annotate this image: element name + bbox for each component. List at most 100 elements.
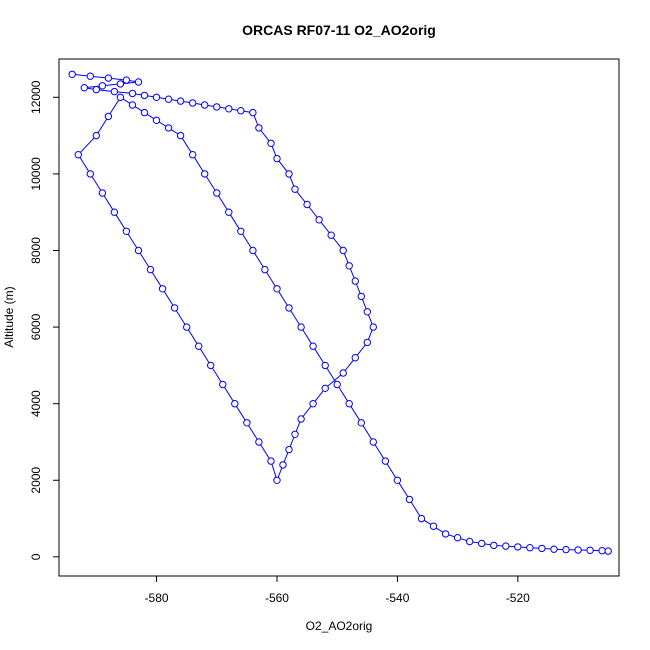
data-point — [225, 105, 233, 113]
data-point — [357, 292, 365, 301]
y-axis: 0 2000 4000 6000 8000 10000 12000 — [29, 80, 60, 560]
data-point — [586, 546, 594, 554]
y-tick-label: 12000 — [29, 80, 43, 114]
data-point — [231, 400, 239, 408]
y-tick-label: 8000 — [29, 237, 43, 264]
data-point — [237, 227, 245, 236]
data-point — [86, 72, 95, 80]
x-axis-label: O2_AO2orig — [306, 619, 373, 633]
data-point — [273, 154, 281, 163]
data-point — [243, 419, 251, 427]
data-point — [273, 476, 281, 484]
data-point — [345, 262, 353, 270]
data-point — [255, 124, 263, 132]
data-point — [249, 246, 257, 255]
data-point — [321, 384, 329, 392]
data-point — [267, 457, 275, 465]
data-point — [68, 70, 76, 79]
data-point — [598, 547, 606, 555]
data-point — [134, 78, 143, 86]
data-point — [128, 101, 137, 109]
x-tick-label: -520 — [506, 591, 530, 605]
data-point — [164, 95, 173, 103]
series-line — [72, 73, 609, 552]
data-point — [176, 131, 185, 140]
data-point — [128, 89, 137, 98]
data-point — [219, 380, 227, 389]
data-point — [225, 208, 233, 216]
data-point — [158, 285, 167, 293]
y-tick-label: 4000 — [29, 390, 43, 417]
data-point — [140, 91, 149, 100]
data-point — [285, 445, 293, 454]
data-point — [146, 265, 155, 274]
data-point — [92, 85, 101, 94]
data-point — [279, 461, 287, 469]
data-point — [98, 189, 107, 197]
data-point — [122, 227, 131, 236]
data-point — [309, 342, 317, 350]
data-point — [80, 84, 89, 92]
data-point — [273, 285, 281, 293]
data-point — [134, 246, 143, 255]
data-point — [405, 495, 414, 504]
data-point — [110, 87, 119, 96]
data-point — [453, 534, 462, 542]
data-point — [189, 99, 197, 107]
data-point — [297, 323, 305, 331]
data-point — [309, 400, 317, 408]
data-point — [201, 170, 209, 178]
data-point — [164, 124, 173, 132]
chart-title: ORCAS RF07-11 O2_AO2orig — [242, 22, 436, 38]
data-point — [176, 97, 185, 105]
data-point — [213, 189, 221, 197]
data-point — [104, 74, 113, 82]
data-point — [189, 151, 197, 159]
y-tick-label: 2000 — [29, 467, 43, 494]
data-point — [478, 539, 486, 548]
x-tick-label: -580 — [145, 591, 169, 605]
data-point — [291, 430, 299, 438]
data-point — [429, 522, 438, 530]
data-point — [351, 354, 359, 362]
data-point — [351, 277, 359, 285]
data-point — [441, 530, 450, 538]
data-point — [369, 438, 377, 446]
data-point — [152, 93, 161, 102]
data-point — [339, 369, 347, 377]
data-point — [86, 170, 95, 178]
data-point — [538, 544, 546, 553]
data-point — [285, 304, 293, 312]
data-point — [122, 76, 131, 84]
data-point — [285, 170, 293, 178]
data-point — [562, 545, 570, 554]
x-tick-label: -540 — [385, 591, 409, 605]
data-point — [604, 547, 612, 555]
data-point — [363, 308, 371, 316]
data-point — [363, 338, 371, 347]
data-point — [195, 342, 203, 350]
data-point — [140, 108, 149, 117]
y-tick-label: 10000 — [29, 157, 43, 191]
data-point — [255, 438, 263, 446]
y-tick-label: 0 — [29, 553, 43, 560]
data-point — [297, 415, 305, 423]
data-point — [327, 231, 335, 239]
data-point — [417, 514, 426, 523]
data-point — [339, 246, 347, 255]
data-point — [261, 265, 269, 274]
data-point — [207, 361, 215, 370]
data-point — [333, 380, 341, 389]
data-point — [116, 80, 125, 88]
data-point — [92, 131, 101, 140]
series-layer — [68, 70, 612, 555]
data-point — [303, 200, 311, 209]
data-point — [490, 541, 498, 550]
data-point — [267, 139, 275, 148]
data-point — [213, 103, 221, 111]
y-tick-label: 6000 — [29, 313, 43, 340]
data-point — [393, 476, 402, 484]
x-axis: -580 -560 -540 -520 — [145, 575, 530, 605]
data-point — [170, 304, 179, 312]
data-point — [201, 101, 209, 109]
